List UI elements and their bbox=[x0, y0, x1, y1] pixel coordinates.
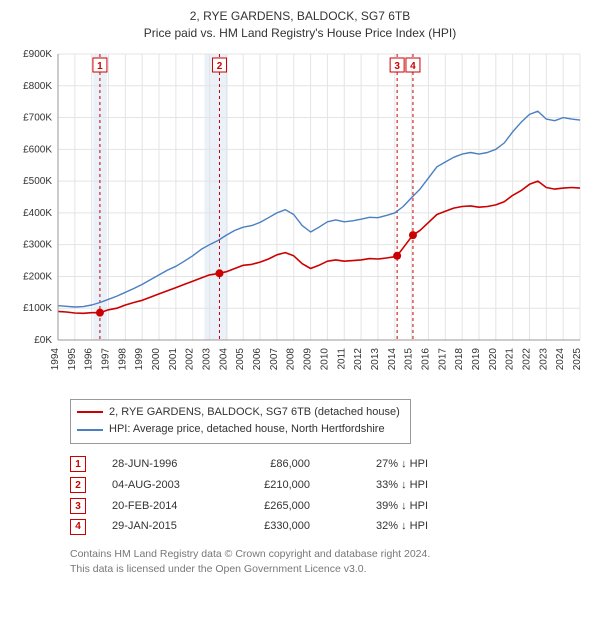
svg-text:2005: 2005 bbox=[235, 347, 246, 370]
svg-text:2004: 2004 bbox=[218, 347, 229, 370]
svg-text:1995: 1995 bbox=[67, 347, 78, 370]
svg-text:2000: 2000 bbox=[151, 347, 162, 370]
svg-text:2025: 2025 bbox=[572, 347, 583, 370]
sale-number-box: 4 bbox=[70, 519, 86, 535]
svg-text:£700K: £700K bbox=[23, 112, 52, 123]
footer-line-2: This data is licensed under the Open Gov… bbox=[70, 562, 590, 577]
sale-number-box: 2 bbox=[70, 477, 86, 493]
title-line-1: 2, RYE GARDENS, BALDOCK, SG7 6TB bbox=[10, 8, 590, 25]
svg-text:2010: 2010 bbox=[319, 347, 330, 370]
svg-text:£200K: £200K bbox=[23, 271, 52, 282]
sale-number-box: 3 bbox=[70, 498, 86, 514]
svg-text:2016: 2016 bbox=[420, 347, 431, 370]
svg-text:2022: 2022 bbox=[521, 347, 532, 370]
sale-price: £330,000 bbox=[238, 516, 310, 537]
svg-text:2009: 2009 bbox=[303, 347, 314, 370]
svg-text:4: 4 bbox=[410, 61, 416, 72]
legend-swatch bbox=[77, 411, 103, 413]
svg-text:£900K: £900K bbox=[23, 49, 52, 60]
svg-text:£0K: £0K bbox=[34, 335, 52, 346]
svg-text:3: 3 bbox=[394, 61, 400, 72]
svg-text:£300K: £300K bbox=[23, 239, 52, 250]
legend-row: HPI: Average price, detached house, Nort… bbox=[77, 421, 400, 439]
sale-price: £86,000 bbox=[238, 454, 310, 475]
svg-text:2014: 2014 bbox=[387, 347, 398, 370]
sale-pct: 27% ↓ HPI bbox=[336, 454, 428, 475]
svg-text:2020: 2020 bbox=[488, 347, 499, 370]
legend-label: HPI: Average price, detached house, Nort… bbox=[109, 421, 385, 439]
svg-text:£500K: £500K bbox=[23, 176, 52, 187]
svg-text:2008: 2008 bbox=[286, 347, 297, 370]
svg-text:2018: 2018 bbox=[454, 347, 465, 370]
svg-text:2001: 2001 bbox=[168, 347, 179, 370]
svg-text:2: 2 bbox=[217, 61, 223, 72]
svg-text:2002: 2002 bbox=[185, 347, 196, 370]
svg-text:2011: 2011 bbox=[336, 347, 347, 369]
sale-date: 20-FEB-2014 bbox=[112, 496, 212, 517]
chart-container: 2, RYE GARDENS, BALDOCK, SG7 6TB Price p… bbox=[0, 0, 600, 587]
svg-text:£800K: £800K bbox=[23, 80, 52, 91]
svg-text:2003: 2003 bbox=[202, 347, 213, 370]
chart: £0K £100K £200K £300K £400K £500K £600K £700K £8… bbox=[10, 48, 590, 393]
svg-text:2013: 2013 bbox=[370, 347, 381, 370]
sale-number-box: 1 bbox=[70, 456, 86, 472]
footer-note: Contains HM Land Registry data © Crown c… bbox=[70, 547, 590, 576]
sale-price: £210,000 bbox=[238, 475, 310, 496]
svg-text:2021: 2021 bbox=[505, 347, 516, 370]
svg-text:1996: 1996 bbox=[84, 347, 95, 370]
svg-text:£600K: £600K bbox=[23, 144, 52, 155]
sales-row: 4 29-JAN-2015 £330,000 32% ↓ HPI bbox=[70, 516, 590, 537]
sale-pct: 33% ↓ HPI bbox=[336, 475, 428, 496]
svg-text:1: 1 bbox=[97, 61, 103, 72]
svg-text:2012: 2012 bbox=[353, 347, 364, 370]
svg-text:1994: 1994 bbox=[50, 347, 61, 370]
title-block: 2, RYE GARDENS, BALDOCK, SG7 6TB Price p… bbox=[10, 8, 590, 42]
svg-text:2024: 2024 bbox=[555, 347, 566, 370]
chart-svg: £0K £100K £200K £300K £400K £500K £600K £700K £8… bbox=[10, 48, 590, 388]
legend-swatch bbox=[77, 429, 103, 431]
legend-label: 2, RYE GARDENS, BALDOCK, SG7 6TB (detach… bbox=[109, 404, 400, 422]
svg-text:2023: 2023 bbox=[538, 347, 549, 370]
sale-pct: 32% ↓ HPI bbox=[336, 516, 428, 537]
sales-row: 1 28-JUN-1996 £86,000 27% ↓ HPI bbox=[70, 454, 590, 475]
svg-text:2017: 2017 bbox=[437, 347, 448, 370]
svg-text:1999: 1999 bbox=[134, 347, 145, 370]
svg-text:1998: 1998 bbox=[117, 347, 128, 370]
legend: 2, RYE GARDENS, BALDOCK, SG7 6TB (detach… bbox=[70, 399, 411, 444]
title-line-2: Price paid vs. HM Land Registry's House … bbox=[10, 25, 590, 42]
svg-text:1997: 1997 bbox=[101, 347, 112, 370]
sale-date: 04-AUG-2003 bbox=[112, 475, 212, 496]
sale-date: 28-JUN-1996 bbox=[112, 454, 212, 475]
svg-text:2007: 2007 bbox=[269, 347, 280, 370]
legend-row: 2, RYE GARDENS, BALDOCK, SG7 6TB (detach… bbox=[77, 404, 400, 422]
sale-pct: 39% ↓ HPI bbox=[336, 496, 428, 517]
sale-date: 29-JAN-2015 bbox=[112, 516, 212, 537]
svg-text:£100K: £100K bbox=[23, 303, 52, 314]
svg-text:2015: 2015 bbox=[404, 347, 415, 370]
sale-price: £265,000 bbox=[238, 496, 310, 517]
svg-text:£400K: £400K bbox=[23, 207, 52, 218]
svg-text:2019: 2019 bbox=[471, 347, 482, 370]
sales-table: 1 28-JUN-1996 £86,000 27% ↓ HPI 2 04-AUG-2003… bbox=[70, 454, 590, 538]
sales-row: 3 20-FEB-2014 £265,000 39% ↓ HPI bbox=[70, 496, 590, 517]
svg-text:2006: 2006 bbox=[252, 347, 263, 370]
footer-line-1: Contains HM Land Registry data © Crown c… bbox=[70, 547, 590, 562]
sales-row: 2 04-AUG-2003 £210,000 33% ↓ HPI bbox=[70, 475, 590, 496]
